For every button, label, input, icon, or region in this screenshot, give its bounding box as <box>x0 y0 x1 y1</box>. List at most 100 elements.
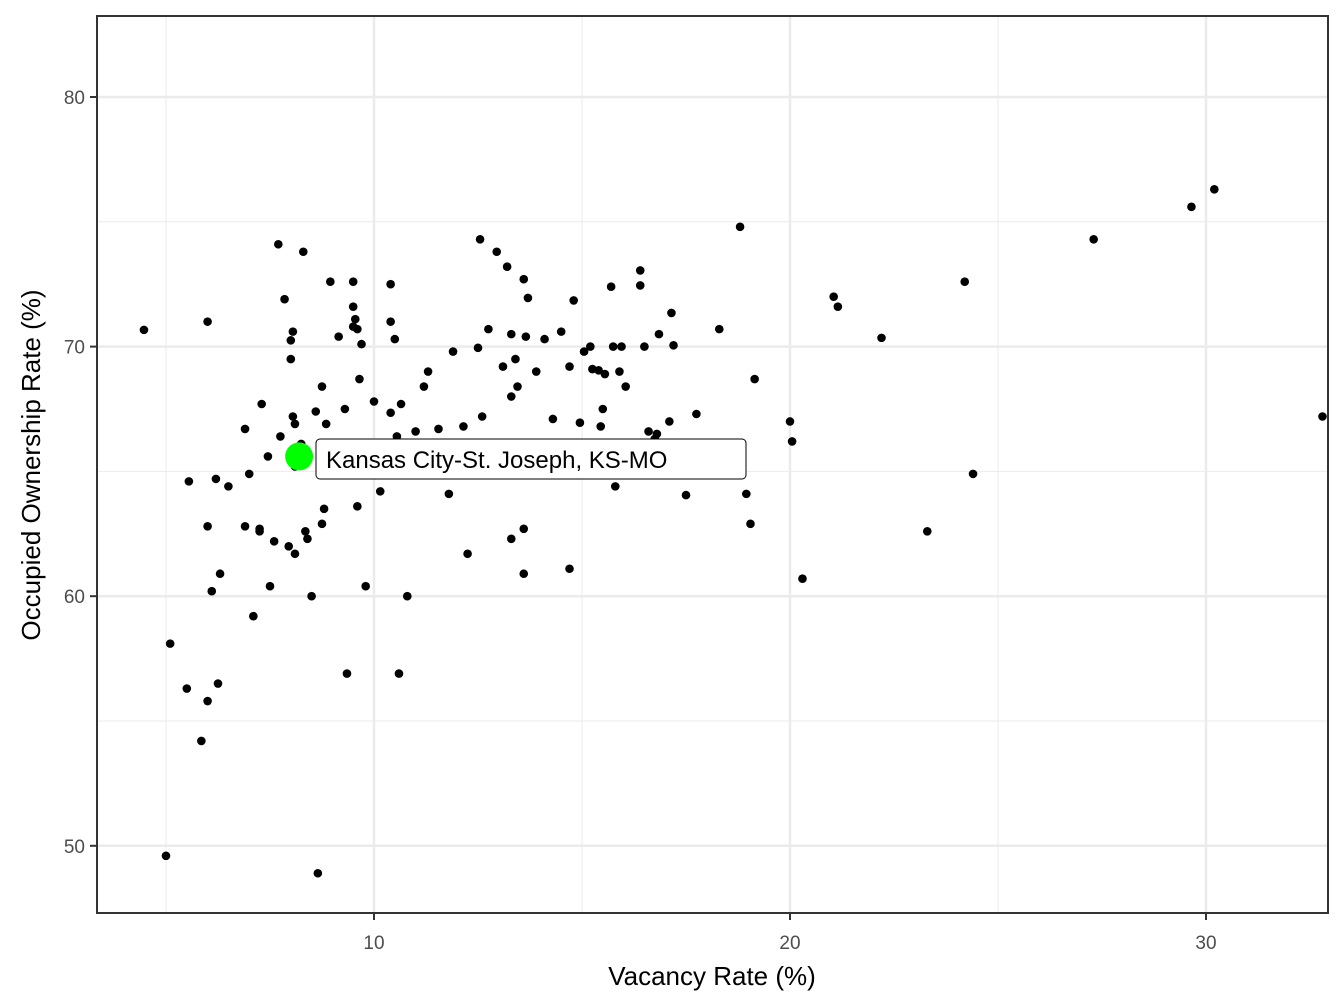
data-point <box>161 851 171 861</box>
data-point <box>342 669 352 678</box>
data-point <box>224 482 233 491</box>
data-point <box>477 412 487 421</box>
data-point <box>286 354 296 364</box>
data-point <box>448 347 458 356</box>
data-point <box>640 342 649 351</box>
data-point <box>203 317 212 326</box>
data-point <box>594 366 603 375</box>
data-point <box>654 329 664 339</box>
data-point <box>565 362 574 371</box>
data-point <box>502 262 512 272</box>
data-point <box>569 296 578 305</box>
data-point <box>506 392 516 401</box>
data-point <box>492 247 502 257</box>
data-point <box>635 266 645 275</box>
x-axis: 10 20 30 <box>363 913 1217 954</box>
data-point <box>513 382 522 391</box>
data-point <box>652 429 662 439</box>
data-point <box>348 277 358 287</box>
data-point <box>521 332 531 341</box>
data-point <box>353 502 362 511</box>
data-point <box>375 487 385 496</box>
data-point <box>240 424 250 434</box>
data-point <box>419 382 429 391</box>
data-point <box>506 329 516 339</box>
x-tick-label: 10 <box>363 933 384 954</box>
data-point <box>165 639 175 648</box>
data-point <box>390 334 400 344</box>
data-point <box>394 669 404 678</box>
highlight-point <box>285 442 314 471</box>
data-point <box>340 404 350 414</box>
data-point <box>579 347 589 356</box>
data-point <box>498 362 508 371</box>
data-point <box>139 325 149 335</box>
data-point <box>290 419 300 429</box>
data-point <box>386 408 395 418</box>
y-tick-label: 70 <box>64 338 85 359</box>
data-point <box>667 308 676 318</box>
data-point <box>1089 234 1098 244</box>
data-point <box>575 418 585 428</box>
data-point <box>798 574 807 584</box>
data-point <box>459 422 468 431</box>
data-point <box>184 477 194 486</box>
data-point <box>681 490 691 500</box>
data-point <box>519 274 529 284</box>
data-point <box>290 549 300 559</box>
data-point <box>203 696 212 706</box>
data-point <box>484 324 493 334</box>
data-point <box>596 422 606 431</box>
data-point <box>615 367 624 376</box>
data-point <box>215 569 225 579</box>
data-point <box>207 586 217 596</box>
data-point <box>263 452 273 461</box>
data-point <box>396 399 406 409</box>
data-point <box>350 314 360 324</box>
data-point <box>386 317 395 326</box>
data-point <box>402 591 412 601</box>
plot-border <box>96 15 1329 914</box>
y-tick-label: 80 <box>64 88 85 109</box>
data-point <box>213 679 223 688</box>
data-point <box>298 247 308 257</box>
data-point <box>735 222 745 232</box>
data-point <box>922 527 932 536</box>
data-point <box>621 382 630 391</box>
y-tick-label: 50 <box>64 837 85 858</box>
data-point <box>960 277 970 287</box>
data-point <box>301 527 310 536</box>
data-point <box>321 419 331 429</box>
data-point <box>692 409 701 419</box>
data-point <box>334 332 343 341</box>
highlighted-point <box>285 442 314 471</box>
data-point <box>473 343 483 353</box>
data-point <box>787 437 797 446</box>
data-point <box>357 339 366 349</box>
data-point <box>463 549 472 559</box>
data-point <box>600 369 610 379</box>
data-point <box>665 417 674 426</box>
data-point <box>280 294 289 304</box>
data-point <box>606 282 616 291</box>
data-point <box>506 534 516 544</box>
data-point <box>317 382 327 391</box>
y-axis: 50 60 70 80 <box>64 88 97 858</box>
data-point <box>197 736 206 746</box>
data-point <box>829 292 838 301</box>
data-point <box>361 581 370 591</box>
data-point <box>423 367 433 376</box>
data-point <box>257 399 266 409</box>
data-point <box>269 536 279 546</box>
data-point <box>598 404 608 414</box>
data-point <box>523 293 533 303</box>
data-point <box>313 868 323 878</box>
y-tick-label: 60 <box>64 587 85 608</box>
data-point <box>714 324 724 334</box>
data-point <box>203 522 212 531</box>
x-axis-title: Vacancy Rate (%) <box>608 961 816 991</box>
data-point <box>669 341 678 350</box>
data-point <box>617 342 626 351</box>
data-point <box>750 374 759 384</box>
